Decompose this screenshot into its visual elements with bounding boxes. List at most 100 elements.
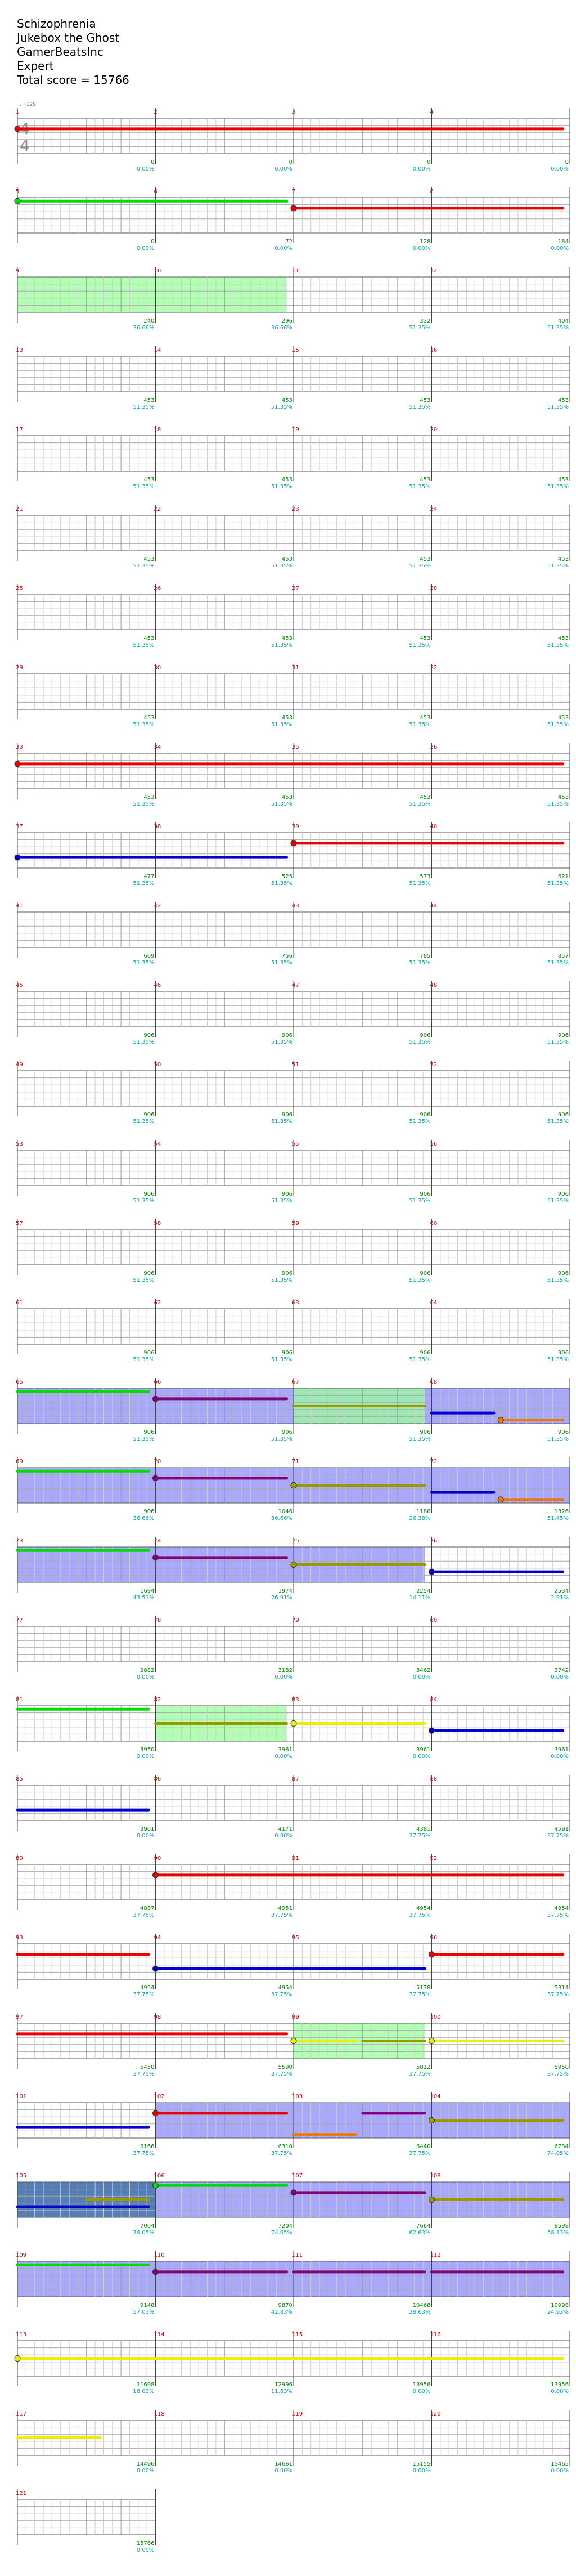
measure-score: 1694 [140,1588,154,1594]
measure-percent: 51.35% [409,1039,430,1045]
measure-score: 9870 [278,2302,292,2309]
measure-number: 15 [292,347,299,354]
measure-number: 77 [16,1617,23,1624]
measure-score: 906 [558,1271,569,1277]
measure-number: 8 [430,189,434,195]
measure-score: 2254 [416,1588,430,1594]
measure-number: 16 [430,347,438,354]
measure-number: 29 [16,665,23,671]
measure-score: 906 [282,1429,292,1435]
measure-number: 85 [16,1776,23,1782]
measure-number: 105 [16,2173,26,2179]
measure-number: 66 [154,1379,161,1385]
measure-percent: 51.35% [547,1436,569,1442]
measure-score: 1186 [416,1509,430,1515]
measure-number: 40 [430,824,438,830]
measure-number: 61 [16,1300,23,1306]
measure-percent: 0.00% [137,2468,155,2474]
measure-score: 5950 [555,2064,569,2070]
measure-score: 906 [420,1271,430,1277]
measure-score: 3182 [278,1667,292,1674]
measure-score: 10998 [551,2302,569,2309]
measure-score: 5450 [140,2064,154,2070]
measure-score: 4381 [416,1826,430,1832]
total-score: Total score = 15766 [17,73,129,87]
measure-number: 4 [430,109,434,115]
olive-note [429,2117,435,2123]
measure-number: 37 [16,824,23,830]
difficulty-label: Expert [17,59,54,73]
measure-score: 453 [420,636,430,642]
measure-number: 17 [16,427,23,433]
measure-score: 128 [420,239,430,245]
measure-percent: 37.75% [409,1912,430,1918]
measure-score: 906 [420,1429,430,1435]
measure-score: 7204 [278,2223,292,2229]
measure-percent: 37.75% [547,1992,569,1998]
measure-score: 906 [282,1112,292,1118]
measure-percent: 0.00% [274,1674,292,1680]
measure-number: 64 [430,1300,438,1306]
measure-score: 7664 [416,2223,430,2229]
measure-percent: 51.35% [547,1039,569,1045]
measure-percent: 11.83% [271,2389,292,2395]
measure-score: 453 [143,715,154,721]
measure-score: 72 [285,239,292,245]
measure-percent: 51.35% [271,642,292,649]
measure-number: 71 [292,1459,299,1465]
measure-score: 453 [143,477,154,483]
measure-number: 80 [430,1617,438,1624]
measure-number: 88 [430,1776,438,1782]
red-note [429,1951,435,1958]
measure-score: 0 [565,159,569,166]
measure-number: 83 [292,1697,299,1703]
measure-percent: 0.00% [413,2389,431,2395]
measure-number: 74 [154,1538,161,1544]
measure-percent: 51.35% [547,960,569,966]
measure-percent: 51.35% [133,484,154,490]
measure-percent: 26.38% [409,1515,430,1522]
orange-note [497,1417,504,1424]
purple-note [290,2189,297,2196]
measure-percent: 0.00% [551,166,569,172]
measure-percent: 37.75% [271,2150,292,2157]
measure-number: 56 [430,1141,438,1147]
measure-number: 46 [154,982,161,989]
measure-percent: 51.35% [547,642,569,649]
measure-percent: 51.35% [133,1277,154,1283]
measure-percent: 74.05% [547,2150,569,2157]
measure-score: 453 [558,397,569,404]
measure-percent: 37.75% [547,1912,569,1918]
measure-number: 121 [16,2490,26,2497]
green-note [14,198,21,204]
measure-score: 8598 [555,2223,569,2229]
measure-percent: 51.35% [409,563,430,569]
measure-score: 0 [427,159,430,166]
measure-score: 0 [151,159,154,166]
measure-score: 906 [143,1112,154,1118]
measure-percent: 51.35% [409,1119,430,1125]
measure-number: 114 [154,2332,165,2338]
measure-score: 453 [282,556,292,562]
measure-number: 5 [16,189,19,195]
blue-note [429,1568,435,1575]
measure-number: 36 [430,744,438,750]
measure-percent: 51.35% [271,1119,292,1125]
measure-score: 453 [282,397,292,404]
measure-number: 86 [154,1776,161,1782]
measure-score: 332 [420,318,430,324]
measure-number: 89 [16,1855,23,1862]
measure-percent: 51.35% [133,1198,154,1204]
measure-number: 115 [292,2332,303,2338]
measure-number: 34 [154,744,161,750]
measure-percent: 37.75% [133,2150,154,2157]
measure-score: 7004 [140,2223,154,2229]
measure-number: 23 [292,506,299,512]
measure-percent: 51.35% [409,801,430,807]
measure-number: 45 [16,982,23,989]
measure-score: 906 [282,1271,292,1277]
measure-percent: 51.35% [409,642,430,649]
measure-percent: 51.35% [409,880,430,887]
measure-percent: 51.35% [133,960,154,966]
measure-number: 97 [16,2014,23,2020]
